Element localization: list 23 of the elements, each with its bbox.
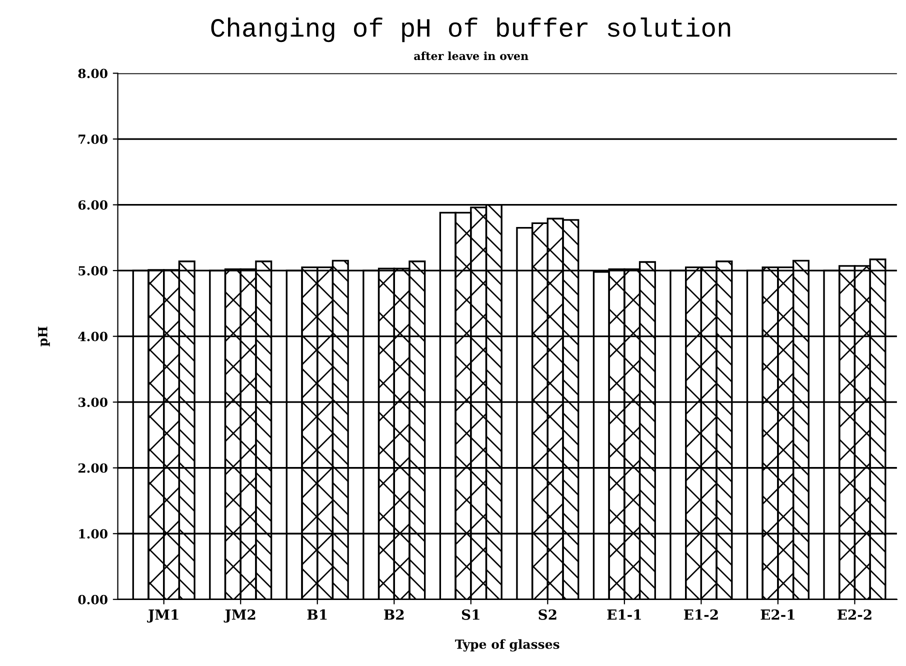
y-tick-label: 2.00	[78, 463, 108, 473]
y-axis-title: pH	[38, 326, 50, 346]
x-tick-label: E2-2	[838, 609, 872, 620]
y-tick-label: 8.00	[78, 68, 108, 78]
x-tick-label: JM1	[147, 609, 178, 623]
y-tick-label: 4.00	[78, 332, 108, 342]
x-tick-label: E1-1	[607, 609, 641, 620]
x-tick-label: B1	[307, 609, 327, 620]
chart-subtitle: after leave in oven	[414, 51, 528, 60]
x-tick-label: E1-2	[684, 609, 718, 620]
y-tick-label: 3.00	[78, 398, 108, 408]
y-tick-label: 5.00	[78, 266, 108, 276]
x-tick-label: S2	[538, 609, 556, 620]
x-axis-title: Type of glasses	[455, 639, 560, 652]
y-tick-label: 1.00	[79, 529, 108, 539]
y-tick-label: 6.00	[78, 200, 108, 210]
x-tick-label: JM2	[224, 609, 256, 623]
x-tick-label: B2	[384, 609, 404, 620]
x-tick-label: S1	[462, 609, 480, 620]
x-tick-label: E2-1	[760, 609, 794, 620]
chart-title: Changing of pH of buffer solution	[211, 18, 730, 42]
y-tick-label: 7.00	[78, 134, 108, 144]
y-tick-label: 0.00	[78, 594, 108, 604]
